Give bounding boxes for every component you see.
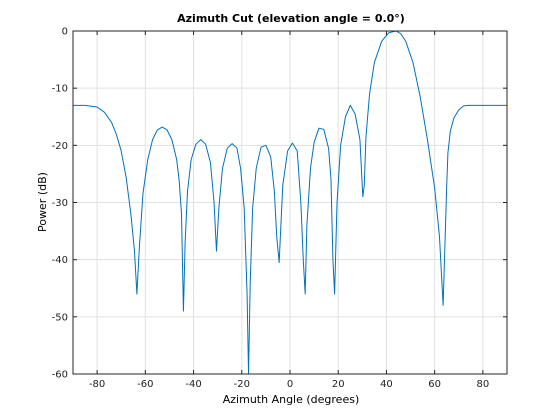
y-tick-label: -20 [52,141,68,152]
grid [73,30,507,375]
y-axis: 0 -10 -20 -30 -40 -50 -60 [52,27,507,381]
x-tick-label: -40 [185,379,201,390]
y-tick-label: -40 [52,255,68,266]
y-tick-label: -10 [52,84,68,95]
power-series-line [73,30,507,375]
y-tick-label: -30 [52,198,68,209]
x-tick-label: 60 [428,379,441,390]
x-tick-label: 20 [332,379,345,390]
y-tick-label: -50 [52,312,68,323]
chart-title: Azimuth Cut (elevation angle = 0.0°) [177,12,405,25]
x-tick-label: -20 [234,379,250,390]
x-tick-label: 40 [380,379,393,390]
y-tick-label: -60 [52,370,68,381]
y-tick-label: 0 [62,27,68,38]
x-tick-label: 80 [477,379,490,390]
series-layer [73,30,507,375]
x-tick-label: 0 [287,379,293,390]
x-tick-label: -80 [89,379,105,390]
x-axis-label: Azimuth Angle (degrees) [223,393,360,406]
x-tick-label: -60 [137,379,153,390]
x-axis: -80 -60 -40 -20 0 20 40 60 80 [89,31,489,390]
y-axis-label: Power (dB) [36,172,49,232]
